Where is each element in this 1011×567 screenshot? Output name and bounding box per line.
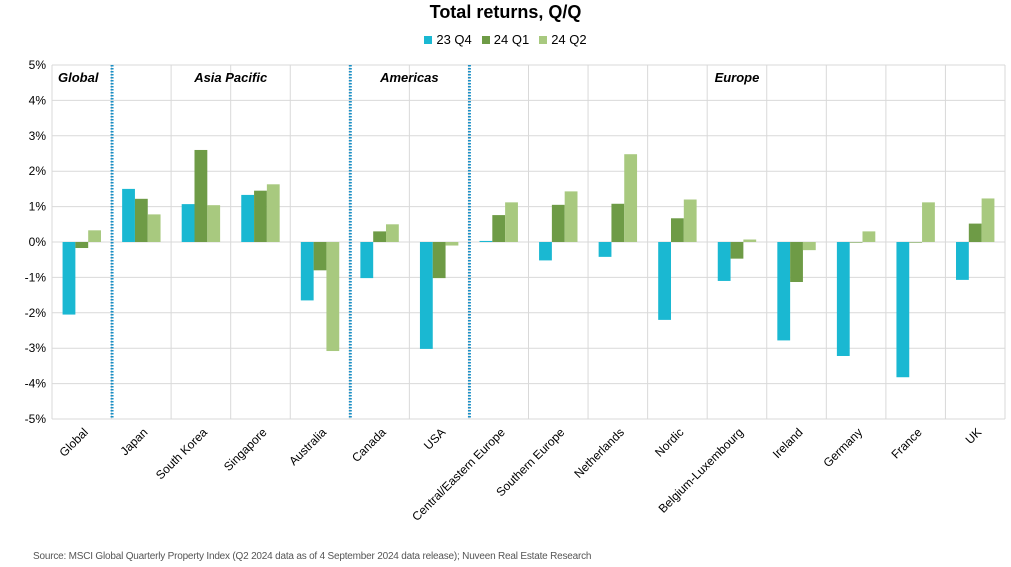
x-tick-label: Canada <box>349 425 389 465</box>
bar-24q2 <box>147 214 161 242</box>
bar-23q4 <box>62 242 76 315</box>
bar-24q1 <box>671 218 684 242</box>
bar-24q1 <box>730 242 744 259</box>
y-tick-label: -5% <box>25 412 47 426</box>
y-tick-label: -1% <box>25 270 47 284</box>
bar-23q4 <box>896 242 910 378</box>
legend-item-24q2: 24 Q2 <box>539 32 587 47</box>
x-tick-label: Germany <box>820 425 865 470</box>
y-tick-label: -2% <box>25 306 47 320</box>
y-tick-label: 4% <box>29 93 47 107</box>
source-note: Source: MSCI Global Quarterly Property I… <box>33 551 592 562</box>
bar-23q4 <box>777 242 791 341</box>
bar-24q1 <box>134 198 148 242</box>
bar-24q2 <box>743 239 757 242</box>
bar-24q1 <box>968 223 982 242</box>
bar-24q2 <box>683 199 697 242</box>
x-tick-label: USA <box>421 425 448 452</box>
bar-24q1 <box>492 215 506 242</box>
x-tick-label: Global <box>56 425 90 459</box>
bar-24q2 <box>385 224 399 242</box>
x-tick-label: South Korea <box>153 425 210 482</box>
legend-swatch-24q2 <box>539 35 548 44</box>
region-label: Europe <box>715 70 760 85</box>
x-tick-label: Ireland <box>770 425 806 461</box>
bar-24q2 <box>624 154 638 242</box>
bar-23q4 <box>360 242 374 279</box>
bar-24q2 <box>326 242 340 352</box>
bar-24q1 <box>790 242 803 283</box>
bar-24q1 <box>611 203 625 242</box>
y-tick-label: -4% <box>25 377 47 391</box>
bar-23q4 <box>658 242 672 320</box>
bar-24q1 <box>373 231 386 242</box>
bar-23q4 <box>241 194 255 242</box>
bar-23q4 <box>539 242 552 261</box>
bar-24q1 <box>909 242 923 243</box>
bar-24q2 <box>922 202 935 242</box>
region-label: Asia Pacific <box>193 70 268 85</box>
bar-24q1 <box>254 190 267 242</box>
bar-24q2 <box>445 242 459 246</box>
bar-24q2 <box>266 184 280 242</box>
legend-label-24q2: 24 Q2 <box>551 32 587 47</box>
y-tick-label: 3% <box>29 129 47 143</box>
region-label: Americas <box>379 70 439 85</box>
bar-24q1 <box>313 242 327 271</box>
bar-24q1 <box>849 242 863 243</box>
x-tick-label: UK <box>963 425 985 447</box>
bar-23q4 <box>956 242 969 280</box>
bar-24q2 <box>505 202 518 242</box>
bar-24q2 <box>981 198 995 242</box>
legend-swatch-24q1 <box>481 35 490 44</box>
bar-24q2 <box>802 242 816 251</box>
bar-23q4 <box>181 204 195 242</box>
bar-23q4 <box>598 242 612 257</box>
bar-23q4 <box>300 242 314 301</box>
y-tick-label: 5% <box>29 58 47 72</box>
bar-23q4 <box>717 242 731 281</box>
x-tick-label: Australia <box>286 425 329 468</box>
y-tick-label: 0% <box>29 235 47 249</box>
y-tick-label: -3% <box>25 341 47 355</box>
bar-24q1 <box>194 149 208 242</box>
y-tick-label: 1% <box>29 200 47 214</box>
x-tick-label: Japan <box>117 425 150 458</box>
bar-23q4 <box>479 240 493 242</box>
bar-24q1 <box>551 204 565 242</box>
bar-24q1 <box>75 242 89 249</box>
chart-title: Total returns, Q/Q <box>429 2 582 22</box>
y-tick-label: 2% <box>29 164 47 178</box>
bar-24q2 <box>207 205 221 242</box>
legend-label-24q1: 24 Q1 <box>493 32 530 47</box>
bar-24q2 <box>862 231 876 242</box>
region-label: Global <box>58 70 99 85</box>
x-tick-label: Nordic <box>652 425 686 459</box>
bar-23q4 <box>122 188 135 242</box>
legend-item-23q4: 23 Q4 <box>424 32 472 47</box>
x-tick-label: France <box>888 425 925 462</box>
legend-label-23q4: 23 Q4 <box>436 32 472 47</box>
x-tick-label: Singapore <box>221 425 270 474</box>
legend-swatch-23q4 <box>424 35 433 44</box>
bar-24q2 <box>564 191 578 242</box>
bar-23q4 <box>836 242 850 356</box>
x-tick-label: Netherlands <box>571 425 627 481</box>
legend-item-24q1: 24 Q1 <box>481 32 530 47</box>
bar-24q1 <box>432 242 446 279</box>
bar-23q4 <box>419 242 433 349</box>
chart-legend: 23 Q4 24 Q1 24 Q2 <box>0 32 1011 47</box>
bar-24q2 <box>88 230 101 242</box>
